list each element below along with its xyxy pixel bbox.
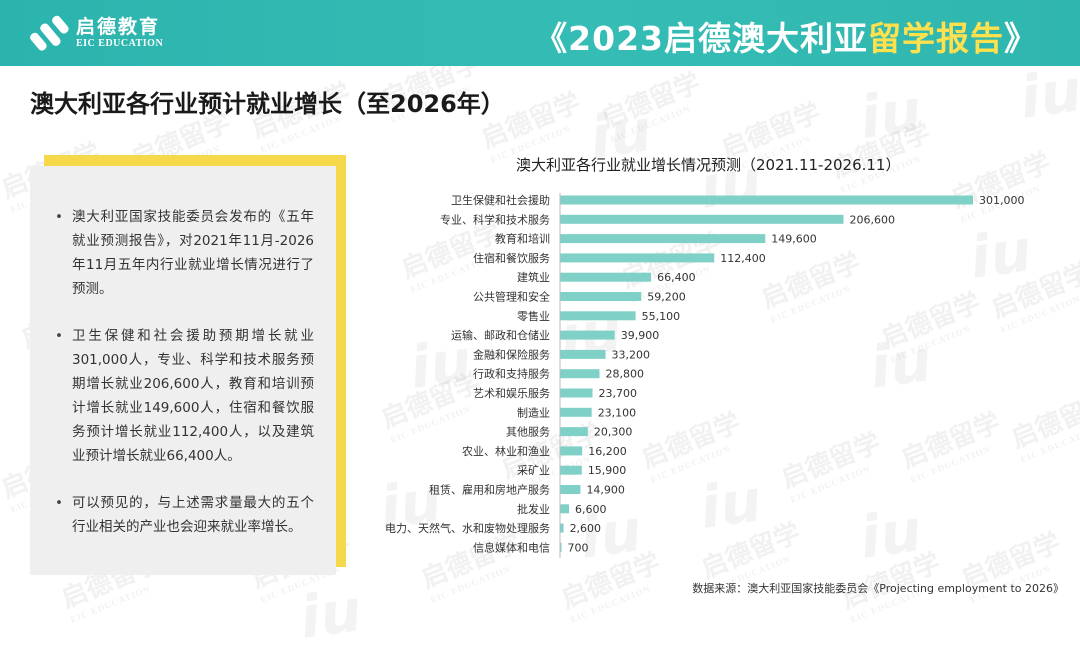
eic-logo-icon	[30, 15, 69, 51]
bar	[560, 427, 588, 437]
bar	[560, 446, 583, 456]
bar	[560, 388, 593, 398]
bar	[560, 349, 606, 359]
data-label: 700	[568, 541, 589, 554]
report-title-highlight: 留学报告	[868, 19, 1004, 58]
category-label: 教育和培训	[495, 232, 550, 246]
bar	[560, 253, 715, 263]
category-label: 运输、邮政和仓储业	[451, 328, 550, 342]
bar	[560, 542, 562, 552]
report-title-suffix: 》	[1004, 19, 1038, 58]
category-label: 租赁、雇用和房地产服务	[429, 483, 550, 497]
category-label: 农业、林业和渔业	[462, 444, 550, 458]
bullet-item: 卫生保健和社会援助预期增长就业301,000人，专业、科学和技术服务预期增长就业…	[52, 324, 314, 468]
data-label: 112,400	[720, 252, 766, 265]
data-label: 301,000	[979, 194, 1025, 207]
bar	[560, 523, 564, 533]
bar	[560, 272, 652, 282]
bar	[560, 234, 766, 244]
category-label: 专业、科学和技术服务	[440, 212, 550, 226]
bar	[560, 330, 615, 340]
bar	[560, 369, 600, 379]
bar	[560, 292, 642, 301]
data-label: 23,100	[598, 406, 637, 419]
bar	[560, 214, 844, 224]
watermark-mark: iu	[1015, 56, 1080, 132]
data-label: 20,300	[594, 426, 633, 439]
data-label: 206,600	[849, 213, 895, 226]
bullet-item: 可以预见的，与上述需求量最大的五个行业相关的产业也会迎来就业率增长。	[52, 491, 314, 539]
source-note: 数据来源：澳大利亚国家技能委员会《Projecting employment t…	[692, 582, 1064, 595]
watermark-mark: iu	[295, 576, 366, 652]
data-label: 2,600	[570, 522, 602, 535]
watermark-mark: iu	[855, 76, 926, 152]
category-label: 电力、天然气、水和废物处理服务	[385, 521, 550, 535]
data-label: 39,900	[621, 329, 660, 342]
category-label: 金融和保险服务	[473, 347, 550, 361]
bar	[560, 195, 973, 205]
category-label: 住宿和餐饮服务	[473, 251, 550, 265]
summary-bullets: 澳大利亚国家技能委员会发布的《五年就业预测报告》，对2021年11月-2026年…	[52, 205, 314, 562]
data-label: 33,200	[612, 348, 651, 361]
category-label: 建筑业	[517, 270, 550, 284]
data-label: 23,700	[599, 387, 638, 400]
category-label: 采矿业	[517, 464, 550, 477]
category-label: 卫生保健和社会援助	[451, 193, 550, 207]
data-label: 16,200	[588, 445, 627, 458]
bar-chart: 卫生保健和社会援助 301,000 专业、科学和技术服务 206,600 教育和培训 14…	[385, 193, 1025, 558]
report-title-prefix: 《2023启德澳大利亚	[534, 19, 868, 58]
data-label: 55,100	[642, 310, 681, 323]
bullet-item: 澳大利亚国家技能委员会发布的《五年就业预测报告》，对2021年11月-2026年…	[52, 205, 314, 301]
data-label: 28,800	[606, 368, 645, 381]
chart-title: 澳大利亚各行业就业增长情况预测（2021.11-2026.11）	[516, 156, 901, 174]
data-label: 149,600	[771, 233, 817, 246]
category-label: 批发业	[517, 502, 550, 516]
category-label: 零售业	[517, 309, 550, 323]
data-label: 59,200	[647, 291, 686, 304]
data-label: 15,900	[588, 464, 627, 477]
header-band: 启德教育 EIC EDUCATION 《2023启德澳大利亚留学报告》	[0, 0, 1080, 66]
bar	[560, 407, 592, 417]
report-title: 《2023启德澳大利亚留学报告》	[534, 12, 1038, 60]
category-label: 制造业	[517, 405, 550, 419]
bar	[560, 465, 582, 475]
category-label: 其他服务	[506, 426, 550, 439]
category-label: 行政和支持服务	[473, 367, 550, 381]
bar	[560, 504, 570, 514]
logo-english-text: EIC EDUCATION	[76, 38, 164, 49]
bar	[560, 485, 581, 494]
logo-chinese-text: 启德教育	[76, 16, 161, 38]
data-label: 66,400	[657, 271, 696, 284]
category-label: 信息媒体和电信	[473, 540, 550, 554]
bar	[560, 311, 636, 321]
data-label: 6,600	[575, 503, 607, 516]
category-label: 艺术和娱乐服务	[473, 386, 550, 400]
page-title: 澳大利亚各行业预计就业增长（至2026年）	[30, 90, 505, 118]
category-label: 公共管理和安全	[473, 290, 550, 304]
data-label: 14,900	[586, 484, 625, 497]
